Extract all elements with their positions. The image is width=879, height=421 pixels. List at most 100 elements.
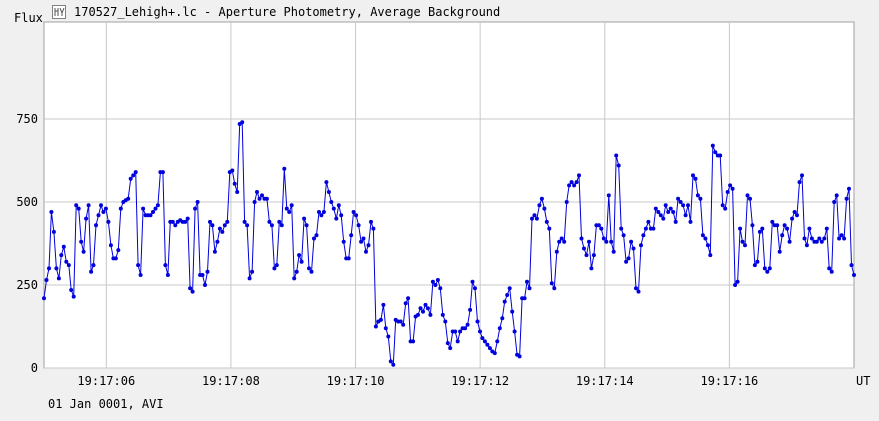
data-point bbox=[537, 203, 542, 208]
data-point bbox=[517, 354, 522, 359]
data-point bbox=[703, 236, 708, 241]
data-point bbox=[681, 203, 686, 208]
data-point bbox=[827, 266, 832, 271]
data-point bbox=[653, 206, 658, 211]
data-point bbox=[782, 223, 787, 228]
data-point bbox=[74, 203, 79, 208]
data-point bbox=[525, 279, 529, 284]
data-point bbox=[527, 286, 532, 291]
data-point bbox=[643, 226, 648, 231]
x-axis-label: UT bbox=[856, 374, 870, 388]
data-point bbox=[458, 329, 463, 334]
data-point bbox=[438, 286, 443, 291]
data-point bbox=[217, 226, 222, 231]
y-tick-label: 0 bbox=[31, 361, 38, 375]
data-point bbox=[386, 334, 391, 339]
data-point bbox=[549, 281, 554, 286]
data-point bbox=[163, 263, 168, 268]
data-point bbox=[614, 153, 619, 158]
x-tick-label: 19:17:06 bbox=[77, 374, 135, 388]
data-point bbox=[591, 253, 596, 258]
data-point bbox=[686, 203, 690, 208]
data-point bbox=[792, 210, 797, 214]
data-point bbox=[378, 317, 383, 322]
data-point bbox=[103, 206, 108, 211]
data-point bbox=[837, 236, 842, 241]
data-point bbox=[141, 206, 146, 211]
data-point bbox=[745, 193, 750, 198]
data-point bbox=[398, 319, 403, 324]
data-point bbox=[455, 339, 460, 344]
data-point bbox=[755, 259, 760, 264]
data-point bbox=[609, 239, 614, 244]
data-point bbox=[795, 213, 799, 218]
data-point bbox=[582, 246, 586, 251]
data-point bbox=[113, 256, 118, 261]
y-axis-label: Flux bbox=[14, 11, 43, 25]
data-point bbox=[252, 200, 257, 204]
data-point bbox=[532, 213, 537, 218]
data-point bbox=[222, 223, 227, 228]
data-point bbox=[242, 219, 247, 224]
data-point bbox=[69, 288, 74, 292]
data-point bbox=[312, 236, 316, 241]
data-point bbox=[294, 269, 299, 274]
data-point bbox=[247, 276, 252, 281]
data-point bbox=[619, 226, 624, 231]
data-point bbox=[108, 243, 113, 248]
data-point bbox=[84, 216, 89, 221]
data-point bbox=[232, 181, 237, 186]
data-point bbox=[64, 259, 69, 264]
data-point bbox=[250, 269, 255, 274]
y-tick-label: 250 bbox=[16, 278, 38, 292]
data-point bbox=[547, 226, 552, 231]
data-point bbox=[539, 196, 544, 201]
data-point bbox=[800, 173, 804, 178]
data-point bbox=[61, 244, 66, 249]
data-point bbox=[274, 263, 279, 268]
data-point bbox=[824, 226, 829, 231]
data-point bbox=[230, 168, 235, 173]
data-point bbox=[153, 206, 158, 211]
data-point bbox=[148, 213, 153, 218]
data-point bbox=[723, 206, 728, 211]
data-point bbox=[341, 239, 346, 244]
data-point bbox=[260, 193, 264, 198]
data-point bbox=[629, 239, 634, 244]
data-point bbox=[465, 322, 470, 327]
data-point bbox=[448, 346, 453, 351]
data-point bbox=[255, 190, 259, 194]
data-point bbox=[463, 326, 468, 331]
data-point bbox=[767, 266, 772, 271]
data-point bbox=[730, 186, 735, 191]
data-point bbox=[309, 269, 314, 274]
data-point bbox=[807, 226, 812, 231]
data-point bbox=[534, 216, 539, 221]
data-point bbox=[748, 196, 752, 201]
data-point bbox=[289, 203, 294, 208]
data-point bbox=[190, 289, 195, 294]
data-point bbox=[416, 312, 420, 317]
data-point bbox=[453, 329, 458, 334]
data-point bbox=[718, 153, 723, 158]
data-point bbox=[505, 293, 510, 297]
data-point bbox=[775, 223, 780, 228]
data-point bbox=[349, 233, 354, 238]
data-point bbox=[512, 329, 517, 334]
data-point bbox=[257, 196, 262, 201]
data-point bbox=[797, 180, 802, 185]
data-point bbox=[106, 219, 111, 224]
data-point bbox=[829, 269, 834, 274]
data-point bbox=[351, 210, 356, 214]
data-point bbox=[700, 233, 705, 238]
data-point bbox=[725, 190, 730, 194]
data-point bbox=[658, 213, 663, 218]
data-point bbox=[470, 279, 475, 284]
data-point bbox=[554, 249, 559, 254]
data-point bbox=[435, 278, 440, 282]
data-point bbox=[487, 346, 492, 351]
data-point bbox=[297, 253, 302, 258]
data-point bbox=[225, 219, 230, 224]
data-point bbox=[440, 312, 445, 317]
